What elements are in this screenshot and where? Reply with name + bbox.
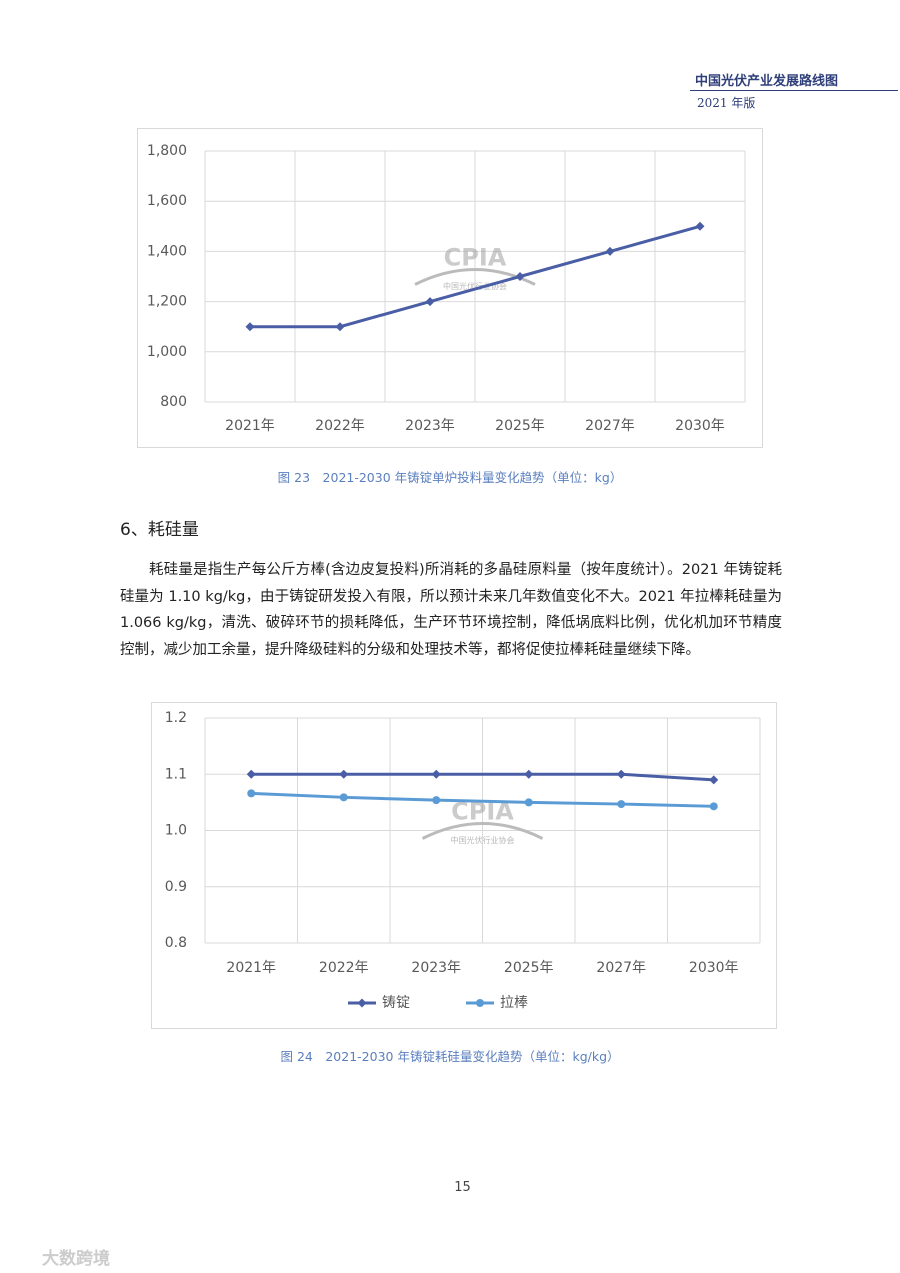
x-tick-label: 2022年 xyxy=(315,418,365,434)
page-number: 15 xyxy=(454,1180,471,1195)
legend-marker xyxy=(357,998,367,1008)
x-tick-label: 2027年 xyxy=(585,418,635,434)
x-tick-label: 2027年 xyxy=(596,960,646,976)
chart-frame xyxy=(151,702,777,1029)
x-tick-label: 2025年 xyxy=(504,960,554,976)
chart: 0.8 0.9 1.0 1.1 1.2 2021年 2022年 2023年 2025年 2027年… xyxy=(151,702,777,1029)
header-title: 中国光伏产业发展路线图 xyxy=(695,74,839,89)
line xyxy=(250,224,701,329)
y-tick-label: 1.1 xyxy=(165,766,187,782)
y-tick-label: 1,400 xyxy=(147,243,187,259)
x-tick-label: 2030年 xyxy=(689,960,739,976)
point xyxy=(432,796,441,805)
point xyxy=(431,769,441,779)
point xyxy=(335,322,345,332)
y-tick-label: 0.8 xyxy=(165,935,187,951)
watermark-logo: CPIA xyxy=(444,244,507,272)
legend-label: 拉棒 xyxy=(500,995,528,1011)
point xyxy=(425,297,435,307)
x-tick-label: 2021年 xyxy=(225,418,275,434)
x-tick-label: 2022年 xyxy=(319,960,369,976)
y-tick-label: 1,600 xyxy=(147,193,187,209)
x-tick-label: 2023年 xyxy=(411,960,461,976)
point xyxy=(246,769,256,779)
y-tick-label: 1.2 xyxy=(165,710,187,726)
x-tick-label: 2025年 xyxy=(495,418,545,434)
point xyxy=(524,798,533,807)
section-heading: 6、耗硅量 xyxy=(120,520,199,540)
line xyxy=(251,791,714,808)
point xyxy=(245,322,255,332)
point xyxy=(524,769,534,779)
point xyxy=(247,789,256,798)
point xyxy=(617,800,626,809)
caption: 图 23 2021-2030 年铸锭单炉投料量变化趋势（单位：kg） xyxy=(277,470,623,485)
caption: 图 24 2021-2030 年铸锭耗硅量变化趋势（单位：kg/kg） xyxy=(280,1049,620,1064)
y-tick-label: 800 xyxy=(160,394,187,410)
point xyxy=(616,769,626,779)
legend-marker xyxy=(476,999,484,1007)
y-tick-label: 1.0 xyxy=(165,823,187,839)
header-rule xyxy=(690,90,898,91)
point xyxy=(695,221,705,231)
x-tick-label: 2021年 xyxy=(226,960,276,976)
y-tick-label: 1,800 xyxy=(147,143,187,159)
point xyxy=(339,793,348,802)
point xyxy=(709,802,718,811)
watermark-org: 中国光伏行业协会 xyxy=(443,281,507,291)
chart-frame xyxy=(137,128,763,448)
y-tick-label: 0.9 xyxy=(165,879,187,895)
header-edition: 2021 年版 xyxy=(697,96,756,110)
watermark-arc xyxy=(421,822,544,840)
x-tick-label: 2023年 xyxy=(405,418,455,434)
paragraph: 耗硅量是指生产每公斤方棒(含边皮复投料)所消耗的多晶硅原料量（按年度统计）。20… xyxy=(120,562,782,658)
point xyxy=(709,775,719,785)
legend-label: 铸锭 xyxy=(382,995,410,1011)
point xyxy=(339,769,349,779)
chart: 800 1,000 1,200 1,400 1,600 1,800 2021年 2022年 20… xyxy=(137,128,763,448)
point xyxy=(515,272,525,281)
footer-watermark: 大数跨境 xyxy=(42,1249,110,1269)
point xyxy=(605,246,615,256)
y-tick-label: 1,200 xyxy=(147,294,187,310)
watermark-org: 中国光伏行业协会 xyxy=(451,835,515,845)
y-tick-label: 1,000 xyxy=(147,344,187,360)
x-tick-label: 2030年 xyxy=(675,418,725,434)
line xyxy=(251,772,714,782)
